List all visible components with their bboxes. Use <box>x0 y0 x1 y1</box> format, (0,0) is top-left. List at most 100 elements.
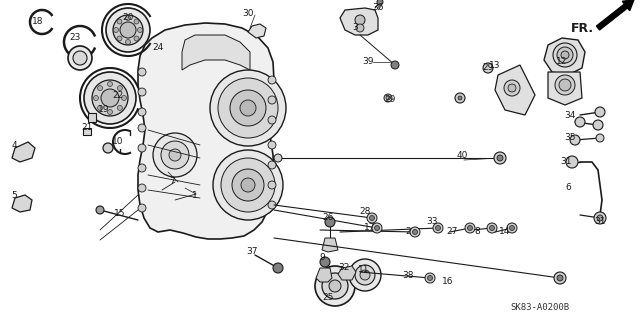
Polygon shape <box>338 266 356 280</box>
Circle shape <box>433 223 443 233</box>
Circle shape <box>268 181 276 189</box>
Circle shape <box>508 84 516 92</box>
Circle shape <box>322 273 348 299</box>
Polygon shape <box>248 24 266 38</box>
Circle shape <box>101 89 119 107</box>
Circle shape <box>435 226 440 231</box>
Polygon shape <box>322 238 338 252</box>
Circle shape <box>108 81 113 86</box>
Circle shape <box>268 76 276 84</box>
Text: 5: 5 <box>11 190 17 199</box>
Text: 28: 28 <box>359 207 371 217</box>
Text: 2: 2 <box>405 227 411 236</box>
Circle shape <box>221 158 275 212</box>
Circle shape <box>169 149 181 161</box>
Circle shape <box>465 223 475 233</box>
Text: 11: 11 <box>358 265 370 275</box>
Text: 22: 22 <box>113 91 124 100</box>
Circle shape <box>117 19 122 24</box>
Text: 27: 27 <box>446 227 458 236</box>
Text: 35: 35 <box>564 133 576 143</box>
Circle shape <box>597 215 603 221</box>
Circle shape <box>555 75 575 95</box>
FancyArrow shape <box>596 0 634 30</box>
Circle shape <box>268 141 276 149</box>
Polygon shape <box>316 268 332 282</box>
Text: 1: 1 <box>192 191 198 201</box>
Text: 16: 16 <box>442 278 454 286</box>
Circle shape <box>268 201 276 209</box>
Circle shape <box>117 36 122 41</box>
Circle shape <box>68 46 92 70</box>
Text: 19: 19 <box>99 106 109 115</box>
Circle shape <box>92 80 128 116</box>
Text: 12: 12 <box>556 57 568 66</box>
Circle shape <box>355 15 365 25</box>
Circle shape <box>98 85 102 91</box>
Circle shape <box>138 124 146 132</box>
Circle shape <box>106 8 150 52</box>
Text: 7: 7 <box>169 177 175 187</box>
Polygon shape <box>88 113 96 122</box>
Polygon shape <box>83 128 91 135</box>
Circle shape <box>117 105 122 110</box>
Circle shape <box>386 96 390 100</box>
Circle shape <box>497 155 503 161</box>
Text: 17: 17 <box>364 224 376 233</box>
Circle shape <box>355 265 375 285</box>
Circle shape <box>360 270 370 280</box>
Polygon shape <box>182 35 250 70</box>
Circle shape <box>315 266 355 306</box>
Circle shape <box>113 15 143 45</box>
Circle shape <box>122 95 127 100</box>
Circle shape <box>268 161 276 169</box>
Circle shape <box>138 88 146 96</box>
Circle shape <box>138 68 146 76</box>
Circle shape <box>320 257 330 267</box>
Polygon shape <box>495 65 535 115</box>
Circle shape <box>98 105 102 110</box>
Text: 30: 30 <box>243 10 253 19</box>
Circle shape <box>138 164 146 172</box>
Text: 31: 31 <box>595 218 605 226</box>
Circle shape <box>374 226 380 231</box>
Text: 8: 8 <box>474 227 480 236</box>
Circle shape <box>487 223 497 233</box>
Text: 26: 26 <box>323 213 333 222</box>
Circle shape <box>391 61 399 69</box>
Circle shape <box>557 275 563 281</box>
Circle shape <box>509 226 515 231</box>
Text: 38: 38 <box>403 271 413 279</box>
Text: 37: 37 <box>246 248 258 256</box>
Circle shape <box>138 184 146 192</box>
Polygon shape <box>138 23 274 239</box>
Circle shape <box>384 94 392 102</box>
Circle shape <box>504 80 520 96</box>
Text: 10: 10 <box>112 137 124 146</box>
Circle shape <box>596 134 604 142</box>
Text: SK83-A0200B: SK83-A0200B <box>511 303 570 313</box>
Polygon shape <box>12 142 35 162</box>
Circle shape <box>232 169 264 201</box>
Circle shape <box>113 27 118 33</box>
Text: FR.: FR. <box>570 21 593 34</box>
Text: 18: 18 <box>32 18 44 26</box>
Polygon shape <box>544 38 585 75</box>
Polygon shape <box>12 195 32 212</box>
Text: 14: 14 <box>499 227 511 236</box>
Text: 33: 33 <box>426 218 438 226</box>
Text: 39: 39 <box>362 57 374 66</box>
Circle shape <box>561 51 569 59</box>
Circle shape <box>93 95 99 100</box>
Circle shape <box>490 226 495 231</box>
Text: 21: 21 <box>81 123 93 132</box>
Circle shape <box>96 206 104 214</box>
Text: 31: 31 <box>560 158 572 167</box>
Circle shape <box>554 272 566 284</box>
Circle shape <box>240 100 256 116</box>
Circle shape <box>575 117 585 127</box>
Circle shape <box>273 263 283 273</box>
Circle shape <box>213 150 283 220</box>
Circle shape <box>161 141 189 169</box>
Circle shape <box>467 226 472 231</box>
